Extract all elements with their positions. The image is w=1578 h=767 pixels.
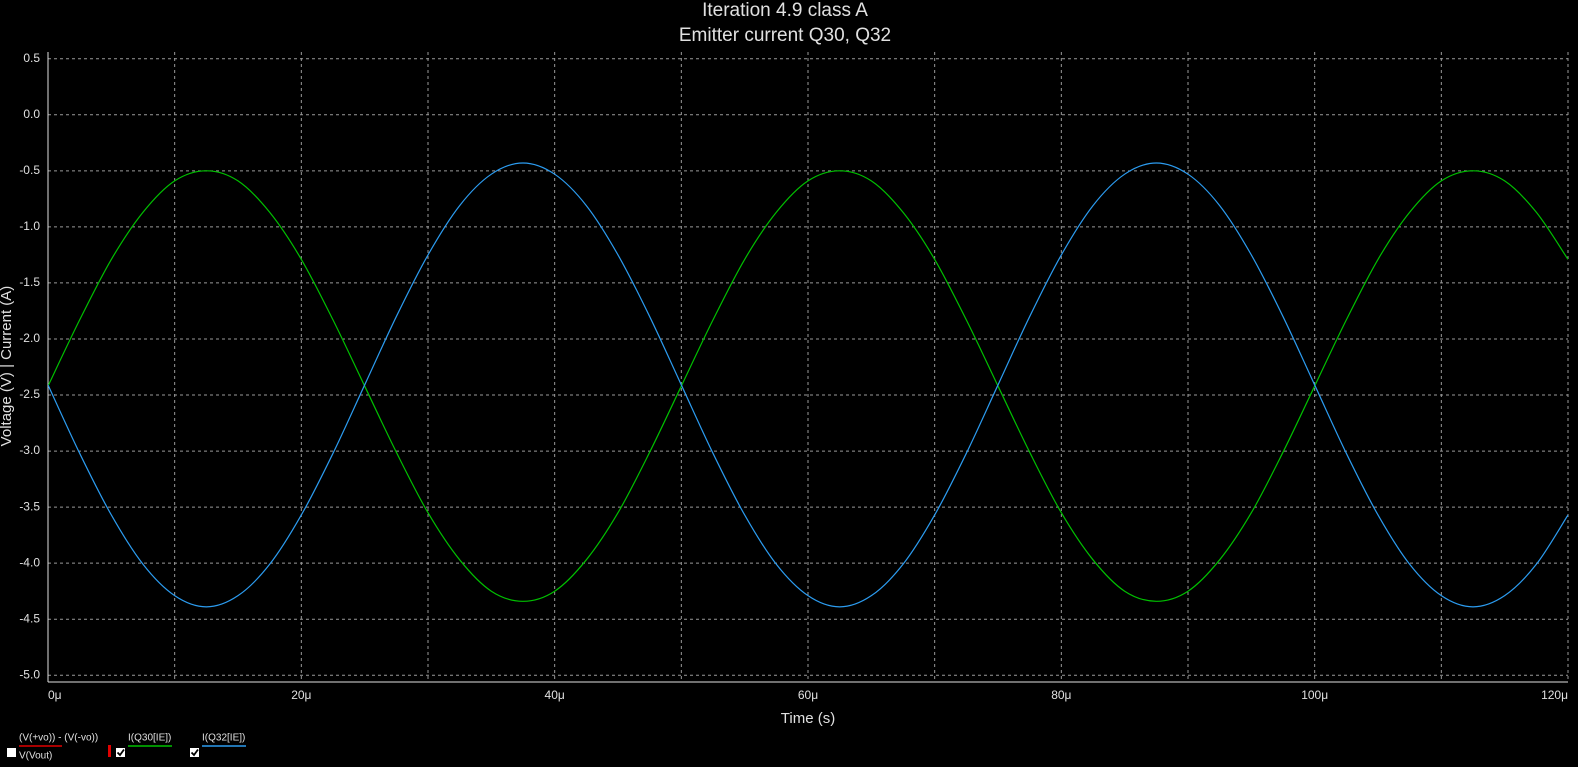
chart-subtitle: Emitter current Q30, Q32 (679, 25, 891, 46)
x-tick-label: 20μ (291, 688, 311, 702)
y-tick-label: -0.5 (19, 163, 40, 177)
legend-label: (V(+vo)) - (V(-vo)) (19, 733, 98, 744)
x-tick-label: 100μ (1301, 688, 1328, 702)
legend-checkbox (7, 748, 16, 757)
legend-label: V(Vout) (19, 751, 52, 762)
x-tick-label: 120μ (1541, 688, 1568, 702)
y-tick-label: -3.5 (19, 499, 40, 513)
x-axis-label: Time (s) (781, 710, 835, 727)
legend-marker (108, 745, 111, 757)
check-mark (190, 748, 199, 757)
y-tick-label: -1.0 (19, 219, 40, 233)
x-tick-label: 80μ (1051, 688, 1071, 702)
y-axis-label: Voltage (V) | Current (A) (0, 286, 15, 447)
legend-label: I(Q32[IE]) (202, 733, 245, 744)
chart-title: Iteration 4.9 class A (702, 0, 868, 21)
y-tick-label: -5.0 (19, 667, 40, 681)
y-tick-label: -1.5 (19, 275, 40, 289)
x-tick-label: 40μ (545, 688, 565, 702)
y-tick-label: 0.5 (23, 51, 40, 65)
y-tick-label: -2.5 (19, 387, 40, 401)
plot-clip-group (48, 162, 1568, 608)
x-tick-label: 0μ (48, 688, 62, 702)
y-tick-label: 0.0 (23, 107, 40, 121)
check-mark (116, 748, 125, 757)
legend-label: I(Q30[IE]) (128, 733, 171, 744)
x-tick-label: 60μ (798, 688, 818, 702)
y-tick-label: -2.0 (19, 331, 40, 345)
series-line (48, 162, 1568, 608)
y-tick-label: -3.0 (19, 443, 40, 457)
y-tick-label: -4.0 (19, 555, 40, 569)
y-tick-label: -4.5 (19, 611, 40, 625)
legend-checkbox (116, 748, 125, 757)
legend-checkbox (190, 748, 199, 757)
